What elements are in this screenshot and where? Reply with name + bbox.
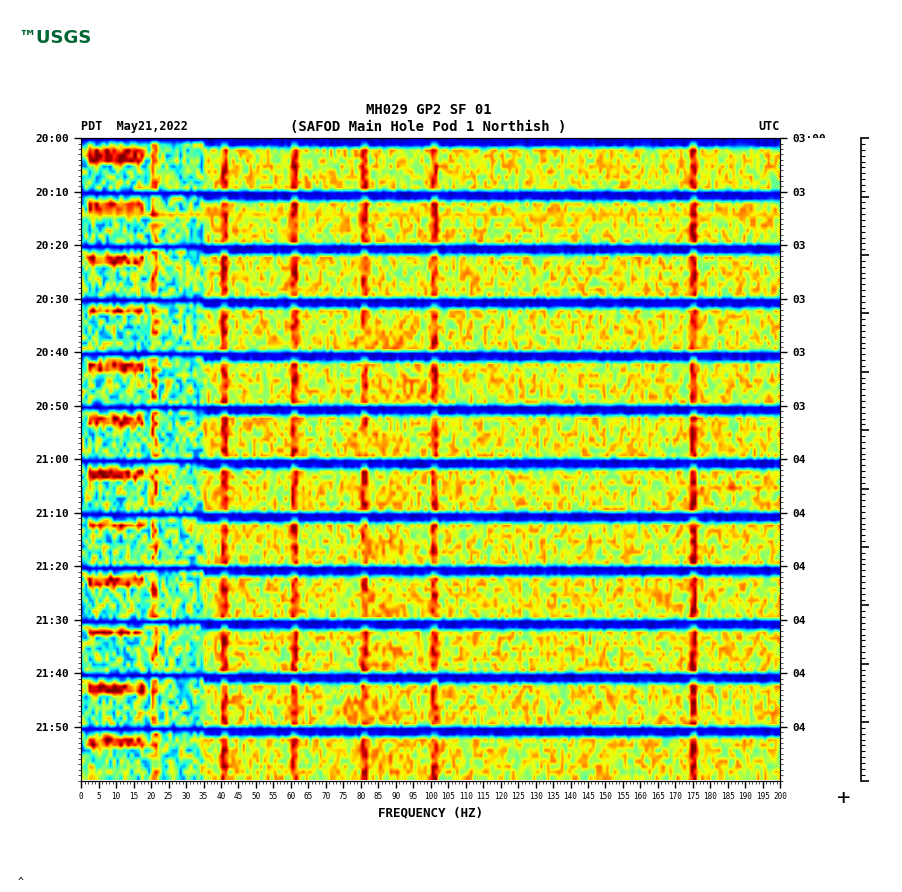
X-axis label: FREQUENCY (HZ): FREQUENCY (HZ) [378,807,483,820]
Text: +: + [837,789,850,808]
Text: (SAFOD Main Hole Pod 1 Northish ): (SAFOD Main Hole Pod 1 Northish ) [290,120,566,134]
Text: PDT  May21,2022: PDT May21,2022 [81,120,188,133]
Text: ^: ^ [18,877,24,887]
Text: UTC: UTC [759,120,780,133]
Text: MH029 GP2 SF 01: MH029 GP2 SF 01 [365,103,492,117]
Text: ™USGS: ™USGS [18,29,91,47]
